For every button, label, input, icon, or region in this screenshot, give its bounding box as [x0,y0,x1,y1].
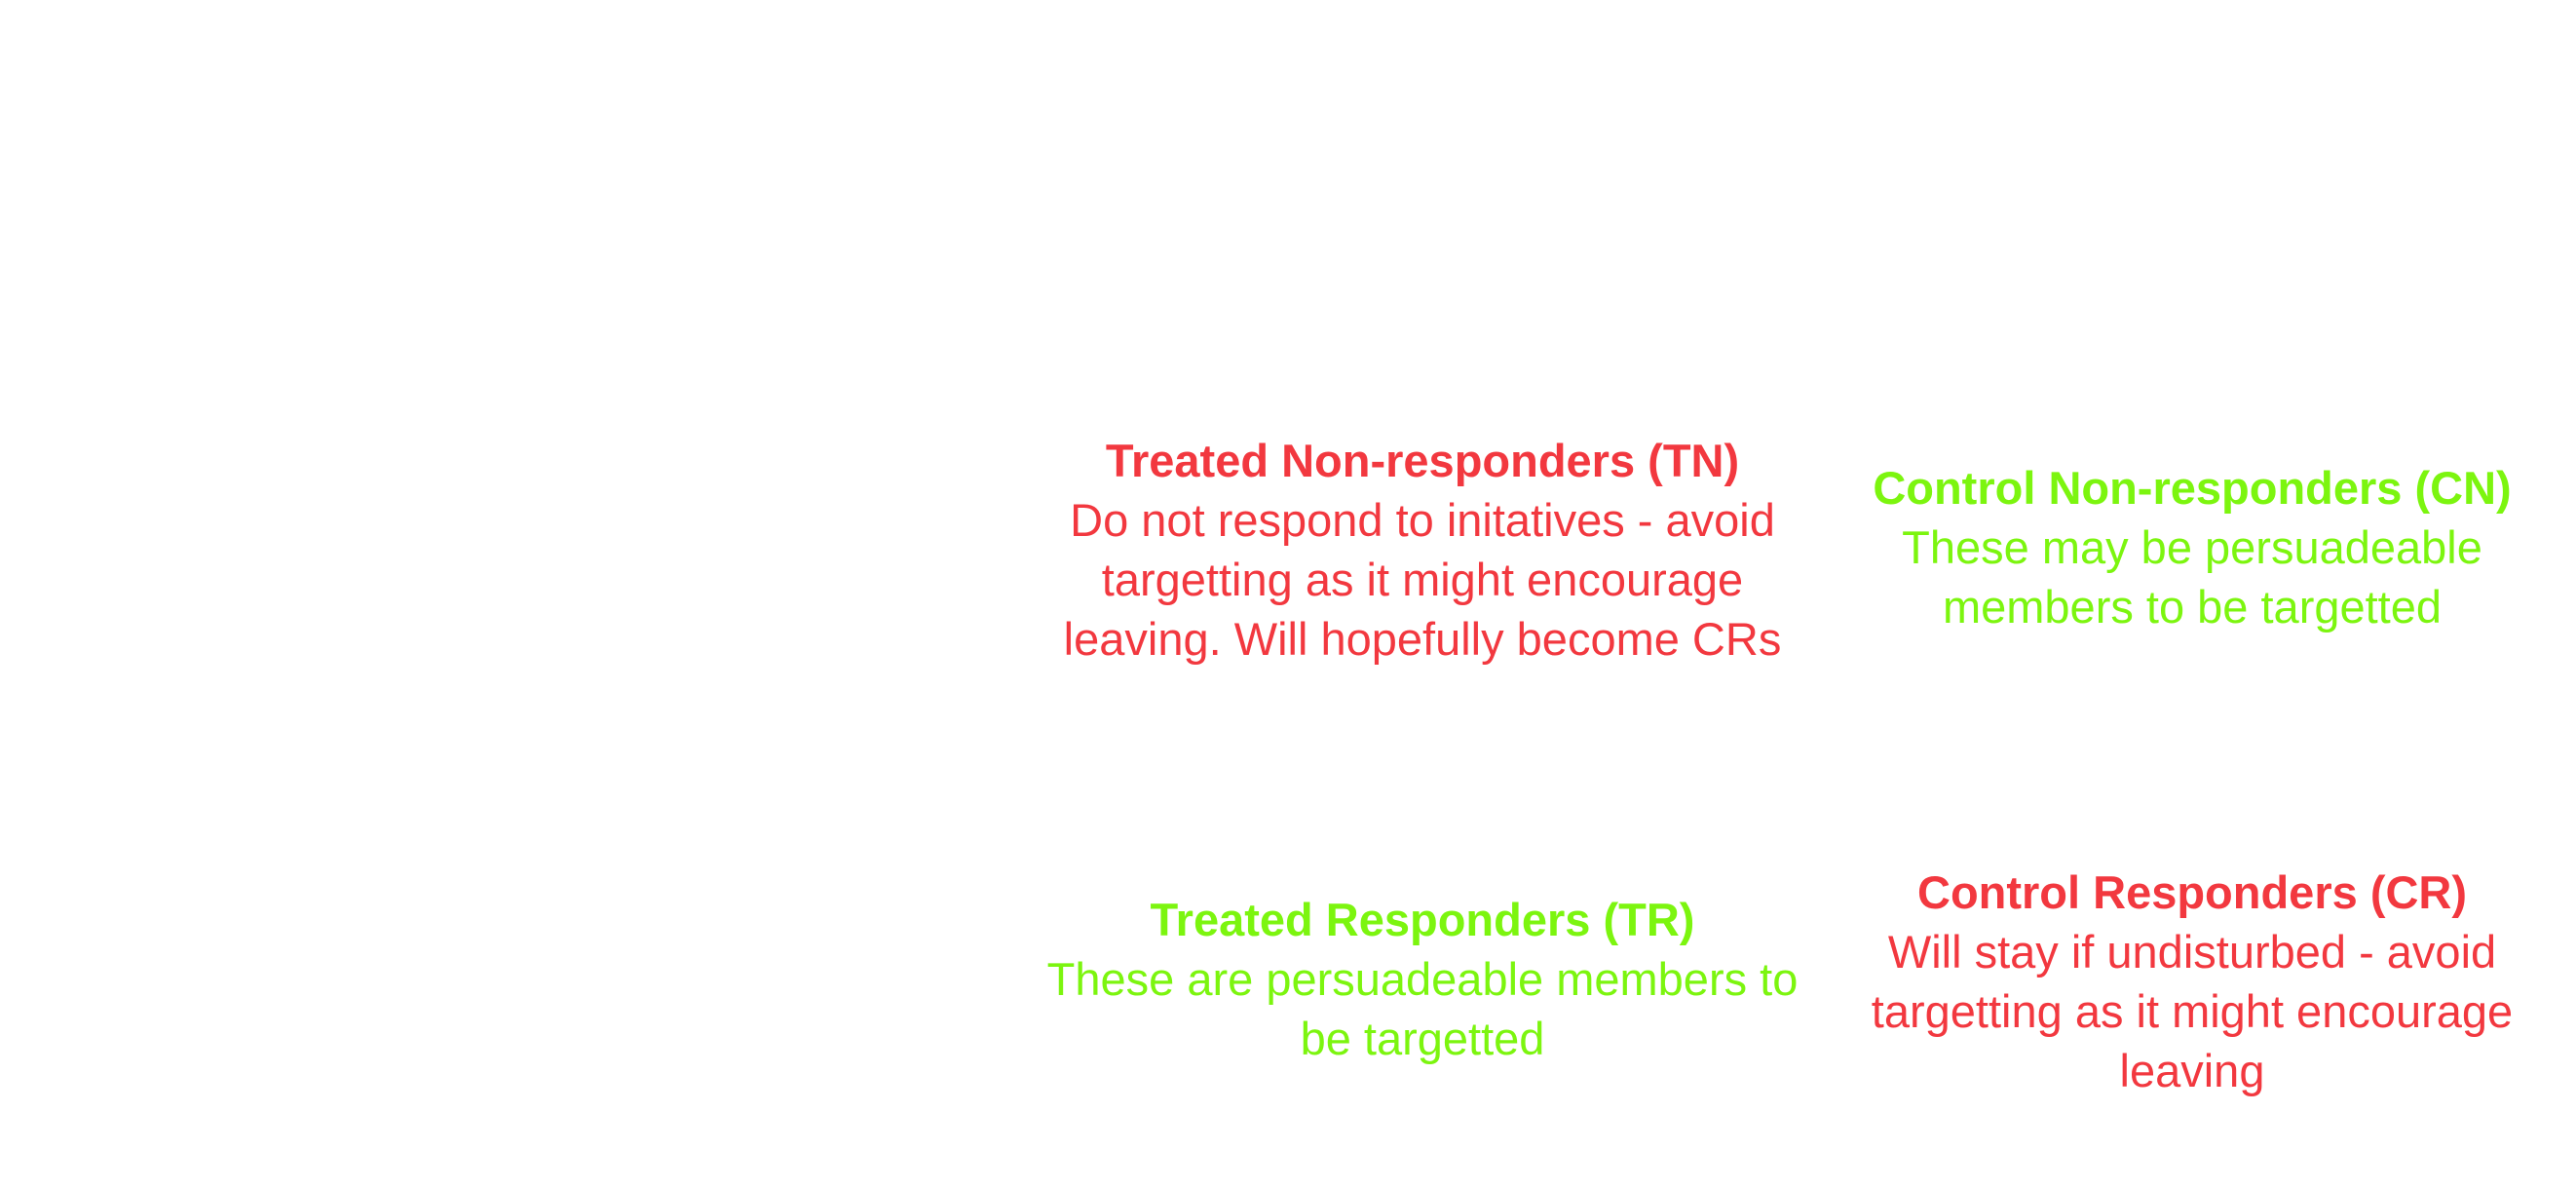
control-responders-block: Control Responders (CR) Will stay if und… [1832,863,2553,1100]
control-responders-line-2: targetting as it might encourage [1871,985,2514,1038]
treated-non-responders-line-2: targetting as it might encourage [1101,554,1744,606]
treated-responders-title: Treated Responders (TR) [1150,894,1695,945]
control-responders-line-3: leaving [2119,1045,2265,1097]
control-responders-line-1: Will stay if undisturbed - avoid [1887,926,2497,978]
treated-non-responders-block: Treated Non-responders (TN) Do not respo… [1013,431,1832,669]
treated-responders-line-1: These are persuadeable members to [1046,953,1799,1006]
treated-non-responders-title: Treated Non-responders (TN) [1105,435,1740,486]
treated-responders-block: Treated Responders (TR) These are persua… [1013,890,1832,1068]
control-responders-title: Control Responders (CR) [1917,866,2467,918]
treated-non-responders-line-3: leaving. Will hopefully become CRs [1063,613,1782,666]
treated-non-responders-line-1: Do not respond to initatives - avoid [1070,494,1775,547]
control-non-responders-title: Control Non-responders (CN) [1873,462,2512,514]
treated-responders-line-2: be targetted [1300,1013,1545,1065]
control-non-responders-line-1: These may be persuadeable [1902,521,2482,574]
control-non-responders-line-2: members to be targetted [1942,581,2443,633]
control-non-responders-block: Control Non-responders (CN) These may be… [1832,458,2553,636]
